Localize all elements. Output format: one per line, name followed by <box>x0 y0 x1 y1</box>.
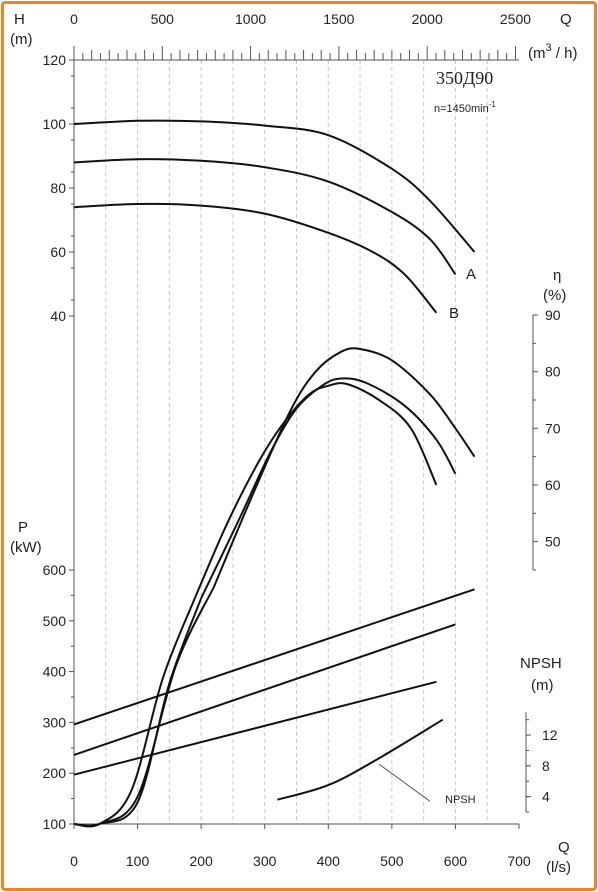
bottom-tick-label: 700 <box>507 853 531 869</box>
speed-label: n=1450min-1 <box>434 100 496 115</box>
efficiency-curve-2 <box>200 377 457 599</box>
eff-tick-label: 60 <box>545 477 561 493</box>
head-axis-label: H <box>14 11 25 28</box>
eff-axis-label: η <box>553 267 561 284</box>
power-curve-2 <box>73 623 456 756</box>
power-tick-label: 100 <box>43 816 67 832</box>
bottom-tick-label: 600 <box>444 853 468 869</box>
head-axis-unit: (m) <box>10 31 33 48</box>
top-tick-label: 2500 <box>500 11 531 27</box>
top-tick-label: 1000 <box>235 11 266 27</box>
head-tick-label: 60 <box>50 244 66 260</box>
power-curve-3 <box>73 680 437 776</box>
head-curve-3 <box>73 202 438 314</box>
efficiency-curve-rising-1 <box>73 586 215 828</box>
power-tick-label: 500 <box>43 613 67 629</box>
efficiency-curve-rising-3 <box>73 597 196 828</box>
bottom-tick-label: 0 <box>70 853 78 869</box>
bottom-tick-label: 400 <box>317 853 341 869</box>
top-tick-label: 1500 <box>323 11 354 27</box>
power-tick-label: 200 <box>43 765 67 781</box>
head-tick-label: 100 <box>43 116 67 132</box>
curve-label-a: A <box>466 266 476 283</box>
bottom-tick-label: 500 <box>380 853 404 869</box>
top-tick-label: 500 <box>151 11 175 27</box>
curve-label-b: B <box>449 305 459 322</box>
bottom-axis-unit: (l/s) <box>546 859 571 876</box>
bottom-tick-label: 100 <box>126 853 150 869</box>
npsh-axis-unit: (m) <box>531 677 554 694</box>
efficiency-curve-1 <box>212 347 476 588</box>
power-tick-label: 300 <box>43 714 67 730</box>
chart-title: 350Д90 <box>436 68 493 88</box>
power-axis-label: P <box>18 519 28 536</box>
top-axis-unit: (m3 / h) <box>528 42 577 62</box>
eff-axis-unit: (%) <box>543 287 566 304</box>
bottom-tick-label: 300 <box>253 853 277 869</box>
head-curve-1 <box>73 119 476 253</box>
power-tick-label: 600 <box>43 562 67 578</box>
eff-tick-label: 70 <box>545 420 561 436</box>
npsh-curve-1 <box>277 718 444 801</box>
top-tick-label: 2000 <box>412 11 443 27</box>
head-tick-label: 120 <box>43 52 67 68</box>
head-tick-label: 80 <box>50 180 66 196</box>
npsh-axis-label: NPSH <box>520 655 562 672</box>
power-curve-1 <box>73 588 475 726</box>
npsh-tick-label: 12 <box>542 727 558 743</box>
bottom-tick-label: 200 <box>189 853 213 869</box>
efficiency-curve-3 <box>193 382 438 599</box>
power-axis-unit: (kW) <box>10 539 42 556</box>
npsh-leader-line <box>378 763 431 802</box>
npsh-tick-label: 4 <box>542 789 550 805</box>
top-axis-label: Q <box>560 11 572 28</box>
head-curve-2 <box>73 158 457 275</box>
eff-tick-label: 90 <box>545 307 561 323</box>
curve-label-npsh: NPSH <box>445 794 476 806</box>
head-tick-label: 40 <box>50 308 66 324</box>
eff-tick-label: 50 <box>545 534 561 550</box>
power-tick-label: 400 <box>43 664 67 680</box>
eff-tick-label: 80 <box>545 364 561 380</box>
bottom-axis-label: Q <box>558 839 570 856</box>
npsh-tick-label: 8 <box>542 758 550 774</box>
top-tick-label: 0 <box>70 11 78 27</box>
